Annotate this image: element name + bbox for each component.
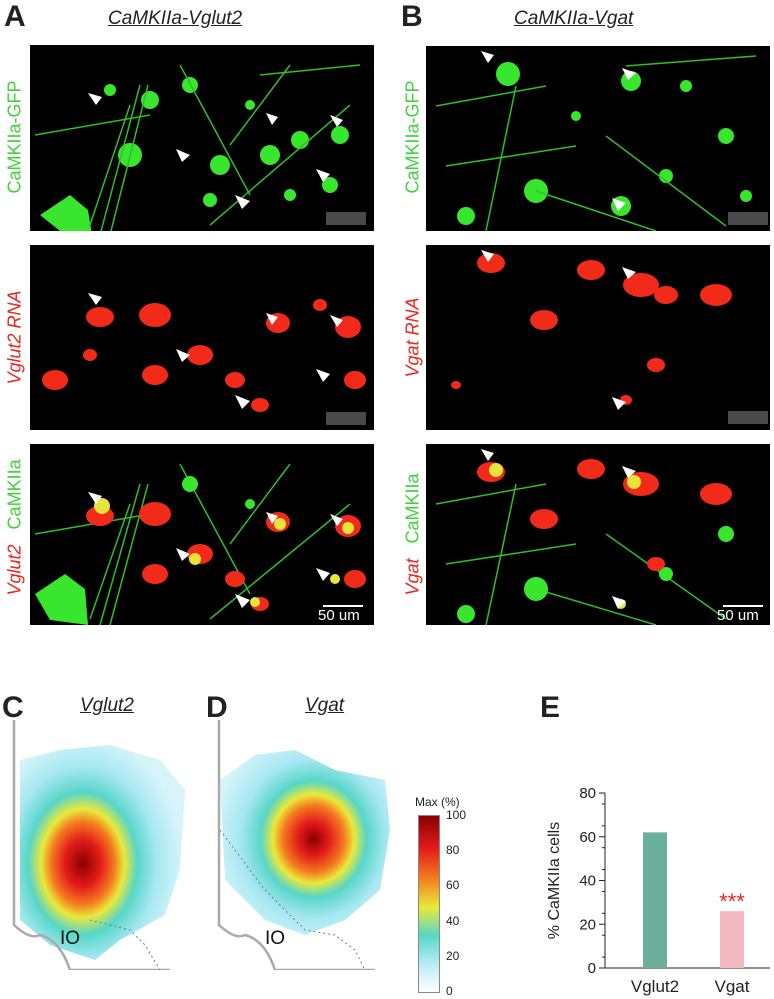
bar-vglut2 — [643, 832, 667, 968]
colorbar-tick-label: 0 — [446, 984, 453, 998]
panel-a-title: CaMKIIa-Vglut2 — [108, 8, 243, 29]
panel-a-gfp-label: CaMKIIa-GFP — [4, 80, 25, 194]
colorbar-tick-label: 20 — [446, 948, 460, 963]
panel-d-letter: D — [206, 691, 228, 724]
panel-a-merge-image: 50 um — [30, 444, 374, 625]
panel-c-title: Vglut2 — [80, 695, 134, 716]
panel-b-gfp-label: CaMKIIa-GFP — [402, 80, 423, 194]
panel-b-merge-green: CaMKIIa — [402, 473, 423, 544]
panel-d-heatmap: IO — [217, 720, 390, 970]
colorbar-title: Max (%) — [415, 795, 460, 809]
y-axis-label: % CaMKIIa cells — [546, 822, 563, 939]
panel-b-rna-image — [426, 245, 770, 430]
panel-b-gfp-image — [426, 46, 770, 231]
panel-a-rna-label: Vglut2 RNA — [4, 290, 25, 385]
colorbar-tick-label: 60 — [446, 878, 460, 893]
panel-b-title: CaMKIIa-Vgat — [514, 8, 634, 29]
panel-d-title: Vgat — [305, 695, 345, 716]
x-tick-label: Vglut2 — [631, 977, 679, 996]
panel-b-letter: B — [401, 0, 423, 33]
y-tick-label: 0 — [588, 960, 596, 977]
panel-b-merge-scalebar — [723, 605, 763, 607]
colorbar-tick-label: 80 — [446, 843, 460, 858]
y-tick-label: 20 — [579, 916, 596, 933]
significance-stars: *** — [719, 889, 745, 914]
panel-a-letter: A — [4, 0, 26, 33]
panel-b-scale-text: 50 um — [717, 607, 759, 624]
panel-c-io-label: IO — [60, 928, 80, 949]
bar-vgat — [720, 911, 744, 968]
panel-b-rna-label: Vgat RNA — [402, 297, 423, 378]
panel-e-bar-chart: 0 20 40 60 80 % CaMKIIa cells Vglut2 Vgat *** — [546, 785, 770, 996]
panel-b-rna-scalebar — [728, 411, 768, 424]
colorbar-tick-label: 40 — [446, 913, 460, 928]
y-tick-label: 80 — [579, 785, 596, 802]
panel-e-letter: E — [540, 691, 561, 724]
panel-c-letter: C — [2, 691, 24, 724]
x-tick-label: Vgat — [715, 977, 750, 996]
panel-c-heatmap: IO — [12, 720, 185, 970]
panel-a-merge-green: CaMKIIa — [4, 459, 25, 530]
panel-b-gfp-scalebar — [728, 212, 768, 225]
panel-d-io-label: IO — [265, 928, 285, 949]
colorbar-tick-label: 100 — [446, 808, 467, 822]
panel-a-gfp-scalebar — [326, 212, 366, 225]
panel-a-rna-image — [30, 245, 374, 430]
panel-a-merge-label: Vglut2 CaMKIIa — [4, 459, 26, 596]
y-tick-label: 60 — [579, 829, 596, 846]
panel-a-merge-scalebar — [323, 605, 363, 607]
panel-a-gfp-image — [30, 45, 374, 231]
panel-b-merge-image: 50 um — [426, 444, 770, 625]
y-tick-label: 40 — [579, 873, 596, 890]
colorbar — [418, 815, 440, 993]
panel-a-rna-scalebar — [326, 412, 366, 425]
panel-b-merge-red: Vgat — [402, 558, 423, 596]
panel-a-merge-red: Vglut2 — [4, 544, 25, 596]
panel-a-scale-text: 50 um — [318, 607, 360, 624]
panel-b-merge-label: Vgat CaMKIIa — [402, 473, 424, 596]
